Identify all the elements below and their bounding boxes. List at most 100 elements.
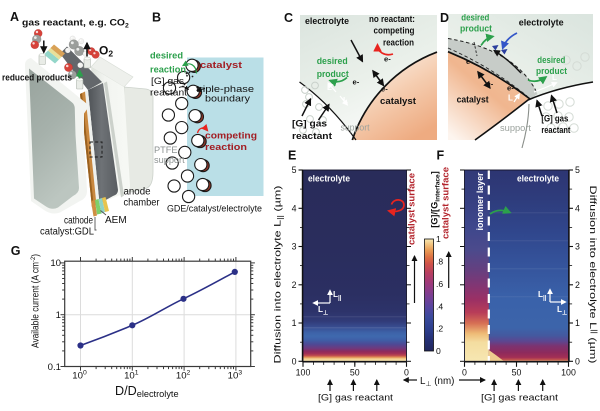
svg-text:GDE/catalyst/electrolyte: GDE/catalyst/electrolyte (167, 203, 262, 214)
svg-text:L⊥ (nm): L⊥ (nm) (420, 376, 454, 388)
svg-text:0: 0 (575, 356, 580, 366)
svg-text:L: L (333, 290, 338, 299)
svg-text:3: 3 (292, 242, 297, 252)
svg-text:gas reactant, e.g. CO: gas reactant, e.g. CO (22, 18, 125, 28)
svg-text:e-: e- (507, 84, 514, 93)
svg-text:||: || (543, 295, 547, 302)
svg-text:[G] gas reactant: [G] gas reactant (481, 393, 559, 403)
svg-text:cathode: cathode (64, 216, 93, 227)
svg-text:AEM: AEM (105, 215, 127, 226)
svg-text:.2: .2 (436, 324, 443, 334)
svg-text:F: F (437, 149, 445, 163)
svg-text:50: 50 (512, 367, 522, 377)
svg-text:electrolyte: electrolyte (517, 174, 559, 184)
svg-text:catalyst: catalyst (200, 60, 242, 70)
svg-text:D: D (440, 11, 449, 25)
svg-text:desired: desired (461, 13, 489, 23)
svg-text:catalyst surface: catalyst surface (441, 167, 451, 239)
svg-text:chamber: chamber (124, 198, 161, 209)
svg-text:Diffusion into electrolyte L||: Diffusion into electrolyte L|| (µm) (273, 186, 285, 364)
svg-text:electrolyte: electrolyte (305, 16, 349, 26)
svg-text:product: product (536, 66, 567, 76)
svg-text:electrolyte: electrolyte (519, 17, 564, 27)
svg-text:e-: e- (381, 85, 388, 94)
svg-text:100: 100 (296, 367, 311, 377)
svg-text:reduced products: reduced products (2, 73, 72, 83)
svg-text:L: L (318, 305, 323, 314)
svg-text:5: 5 (292, 165, 297, 175)
svg-text:catalyst surface: catalyst surface (407, 173, 417, 245)
svg-text:B: B (152, 11, 161, 25)
svg-text:e-: e- (466, 57, 473, 66)
svg-text:desired: desired (150, 51, 183, 61)
svg-text:3: 3 (575, 242, 580, 252)
svg-text:support: support (154, 155, 185, 165)
svg-text:product: product (460, 24, 492, 34)
svg-text:reaction: reaction (150, 65, 186, 75)
svg-text:desired: desired (537, 55, 565, 65)
svg-text:100: 100 (561, 367, 576, 377)
svg-text:reaction: reaction (205, 142, 247, 152)
svg-text:4: 4 (575, 203, 580, 213)
svg-text:E: E (288, 149, 296, 163)
svg-text:C: C (284, 11, 293, 25)
svg-text:PTFE: PTFE (154, 145, 177, 155)
svg-text:[G] gas reactant: [G] gas reactant (318, 393, 394, 403)
svg-text:no reactant:: no reactant: (369, 14, 415, 24)
svg-text:4: 4 (292, 203, 297, 213)
svg-text:competing: competing (374, 26, 415, 36)
svg-text:2: 2 (575, 280, 580, 290)
svg-text:reactant: reactant (292, 131, 332, 141)
svg-text:.8: .8 (436, 257, 443, 267)
svg-text:0: 0 (436, 346, 441, 356)
svg-text:[G] gas: [G] gas (151, 76, 184, 86)
svg-text:L: L (538, 290, 543, 299)
svg-text:reaction: reaction (383, 38, 414, 48)
svg-text:50: 50 (350, 367, 360, 377)
svg-text:1: 1 (575, 318, 580, 328)
svg-text:boundary: boundary (205, 94, 250, 104)
svg-text:2: 2 (292, 280, 297, 290)
svg-text:support: support (500, 123, 531, 134)
svg-text:2: 2 (125, 23, 129, 30)
svg-text:electrolyte: electrolyte (308, 174, 350, 184)
svg-text:catalyst: catalyst (457, 95, 489, 105)
svg-text:anode: anode (124, 187, 151, 198)
svg-text:1: 1 (56, 310, 61, 321)
svg-text:product: product (317, 69, 349, 79)
svg-text:L: L (327, 83, 332, 92)
svg-text:reactant: reactant (150, 88, 187, 98)
svg-text:L: L (557, 305, 562, 314)
svg-text:10: 10 (50, 258, 61, 269)
svg-text:triple-phase: triple-phase (196, 84, 254, 94)
svg-text:competing: competing (205, 131, 257, 141)
svg-text:||: || (338, 295, 342, 302)
svg-text:L: L (343, 96, 348, 105)
svg-text:L: L (552, 73, 557, 82)
svg-text:e-: e- (353, 78, 360, 87)
svg-text:L: L (508, 94, 513, 103)
svg-text:.4: .4 (436, 301, 443, 311)
svg-text:.6: .6 (436, 279, 443, 289)
svg-text:0: 0 (462, 367, 467, 377)
svg-text:0.1: 0.1 (48, 362, 61, 373)
svg-text:desired: desired (317, 56, 348, 66)
svg-text:[G] gas: [G] gas (292, 119, 327, 129)
svg-text:ionomer layer: ionomer layer (475, 172, 485, 231)
svg-text:0: 0 (292, 356, 297, 366)
svg-text:5: 5 (575, 165, 580, 175)
svg-text:reactant: reactant (541, 125, 570, 135)
svg-text:e-: e- (487, 80, 494, 89)
svg-text:⊥: ⊥ (323, 310, 328, 317)
svg-text:A: A (10, 10, 19, 24)
svg-text:e-: e- (384, 55, 391, 64)
svg-text:Diffusion into electrolyte L||: Diffusion into electrolyte L|| (µm) (587, 186, 598, 364)
svg-text:support: support (341, 123, 370, 134)
svg-text:catalyst:GDL: catalyst:GDL (40, 227, 94, 238)
svg-text:catalyst: catalyst (380, 96, 416, 106)
svg-text:0: 0 (404, 367, 409, 377)
svg-text:1: 1 (292, 318, 297, 328)
svg-text:[G] gas: [G] gas (541, 114, 568, 124)
svg-text:Available current (A cm-2): Available current (A cm-2) (30, 254, 42, 348)
svg-text:⊥: ⊥ (562, 310, 567, 317)
